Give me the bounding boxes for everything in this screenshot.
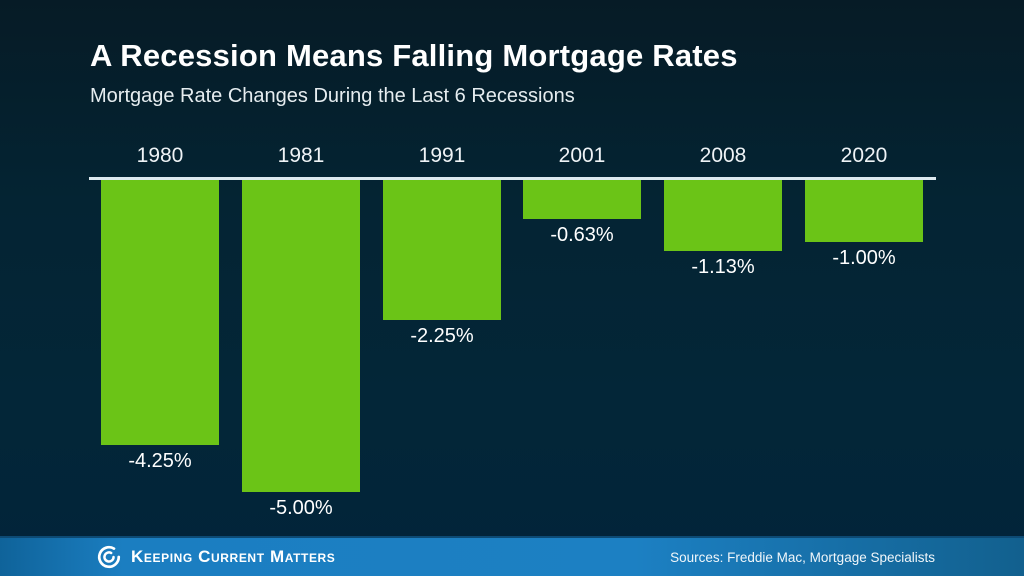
chart-subtitle: Mortgage Rate Changes During the Last 6 … bbox=[90, 85, 575, 107]
brand-name: Keeping Current Matters bbox=[131, 547, 336, 566]
bar-chart: 1980 -4.25% 1981 -5.00% 1991 -2.25% 2001 -0.63%… bbox=[89, 0, 936, 536]
bar bbox=[242, 180, 360, 492]
value-label: -4.25% bbox=[128, 450, 192, 472]
footer-bar: Keeping Current Matters Sources: Freddie… bbox=[0, 536, 1024, 576]
chart-title: A Recession Means Falling Mortgage Rates bbox=[90, 38, 738, 73]
bar bbox=[383, 180, 501, 320]
value-label: -1.00% bbox=[832, 247, 896, 269]
bar-column-1980: 1980 -4.25% bbox=[101, 0, 219, 536]
year-label: 2008 bbox=[699, 144, 747, 167]
value-label: -1.13% bbox=[691, 256, 755, 278]
bar-column-2008: 2008 -1.13% bbox=[664, 0, 782, 536]
zero-axis-line bbox=[89, 177, 936, 180]
bar-column-1981: 1981 -5.00% bbox=[242, 0, 360, 536]
bar bbox=[101, 180, 219, 445]
kcm-spiral-logo-icon bbox=[97, 545, 121, 569]
year-label: 1981 bbox=[277, 144, 325, 167]
bar bbox=[523, 180, 641, 219]
year-label: 1980 bbox=[136, 144, 184, 167]
bar-column-2001: 2001 -0.63% bbox=[523, 0, 641, 536]
bar-column-2020: 2020 -1.00% bbox=[805, 0, 923, 536]
value-label: -0.63% bbox=[550, 224, 614, 246]
bar-column-1991: 1991 -2.25% bbox=[383, 0, 501, 536]
bar bbox=[664, 180, 782, 251]
sources-text: Sources: Freddie Mac, Mortgage Specialis… bbox=[670, 549, 935, 565]
value-label: -2.25% bbox=[410, 325, 474, 347]
year-label: 2001 bbox=[558, 144, 606, 167]
value-label: -5.00% bbox=[269, 497, 333, 519]
year-label: 2020 bbox=[840, 144, 888, 167]
brand-lockup: Keeping Current Matters bbox=[96, 544, 335, 570]
year-label: 1991 bbox=[418, 144, 466, 167]
bar bbox=[805, 180, 923, 242]
